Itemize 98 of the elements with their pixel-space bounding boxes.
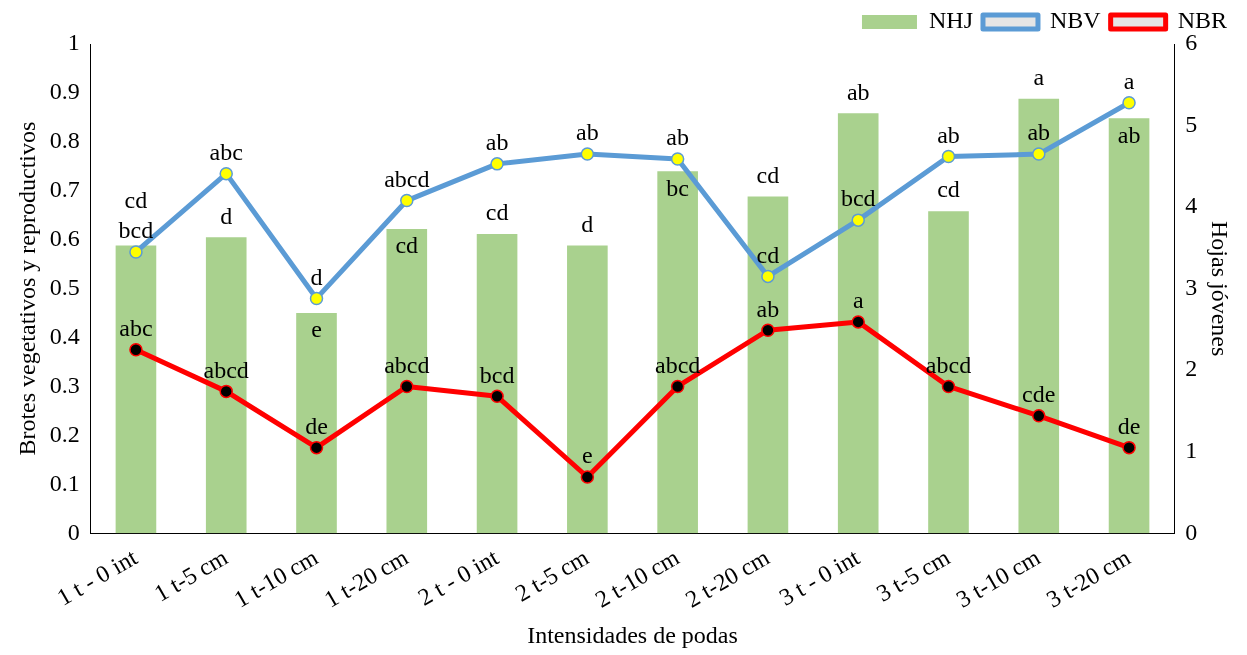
data-label: bcd [118,217,154,244]
data-label: ab [846,78,870,105]
data-label: cd [937,176,960,203]
data-label: cd [395,232,419,259]
data-label: ab [666,124,689,151]
bar [567,245,608,534]
point [670,379,685,394]
y-axis-title: Brotes vegetativos y reproductivos [13,121,40,456]
point [1032,409,1046,423]
data-label: d [581,210,594,237]
data-label: abc [209,138,243,165]
bar [476,234,518,534]
data-label: bc [666,174,689,201]
data-label: bcd [479,361,515,388]
y2-axis-title: Hojas jóvenes [1207,220,1234,357]
data-label: cd [485,199,509,226]
data-label: abcd [203,356,249,383]
data-label: cd [756,241,780,268]
y-tick-label: 0.7 [49,176,80,203]
x-axis-title: Intensidades de podas [527,621,738,648]
y-tick-label: 0.4 [49,322,80,349]
y-tick-label: 0.5 [49,273,80,300]
point [490,157,504,171]
bar [1108,118,1150,534]
bar [115,245,157,534]
data-label: ab [1117,121,1141,148]
point [1122,95,1136,110]
data-label: cd [756,161,780,188]
data-label: a [1123,68,1135,95]
point [761,323,775,337]
point [1032,147,1046,161]
data-label: e [311,316,322,343]
data-label: abcd [384,351,430,378]
data-label: abcd [384,165,430,192]
data-label: ab [756,295,780,322]
bar [657,171,698,534]
y-tick-label: 0.6 [49,225,80,251]
y-tick-label: 0.8 [49,127,80,154]
data-label: de [1117,412,1141,439]
y2-tick-label: 4 [1185,192,1198,219]
y-tick-label: 0.9 [49,78,80,105]
data-label: ab [937,121,960,148]
data-label: abc [119,315,153,342]
data-label: a [852,287,864,314]
x-tick-label: 3 t-20 cm [1042,543,1135,613]
x-tick-label: 1 t - 0 int [52,543,142,611]
point [580,147,595,161]
data-label: de [305,412,328,439]
bar [928,211,969,534]
point [941,149,956,164]
legend-label: NHJ [928,7,973,34]
data-label: bcd [840,185,876,212]
legend-label: NBV [1049,7,1102,34]
x-tick-label: 2 t - 0 int [413,543,503,611]
bar [837,113,879,534]
point [309,291,324,306]
data-label: ab [485,129,509,156]
point [761,269,775,284]
bar [1018,98,1060,534]
point [490,389,504,404]
point [309,440,324,455]
y-tick-label: 1 [67,29,80,56]
y2-tick-label: 1 [1185,437,1198,464]
bar [296,313,337,534]
y-tick-label: 0.1 [49,469,80,496]
point [129,245,143,259]
bar [205,237,247,534]
data-label: d [310,263,323,290]
x-tick-label: 3 t - 0 int [774,543,865,611]
point [129,343,143,357]
point [219,166,233,181]
y-tick-label: 0.2 [49,420,80,447]
point [400,379,414,394]
y-tick-label: 0.3 [49,371,80,398]
point [851,213,865,227]
data-label: d [220,202,233,229]
point [670,152,685,166]
data-label: abcd [925,351,972,378]
data-label: e [582,442,593,469]
data-label: abcd [654,351,701,378]
point [851,315,865,329]
data-label: ab [576,119,599,146]
point [580,470,595,484]
y-tick-label: 0 [67,518,80,545]
bar [386,229,428,534]
y2-tick-label: 0 [1185,518,1198,545]
point [1122,440,1136,455]
point [400,193,414,208]
bar [747,196,789,534]
y2-tick-label: 5 [1185,110,1198,137]
data-label: cd [124,186,148,213]
y2-tick-label: 3 [1185,273,1198,300]
point [941,379,956,394]
y2-tick-label: 2 [1185,355,1198,382]
data-label: ab [1027,119,1051,146]
point [219,384,233,399]
data-label: cde [1022,381,1056,408]
data-label: a [1033,63,1045,90]
